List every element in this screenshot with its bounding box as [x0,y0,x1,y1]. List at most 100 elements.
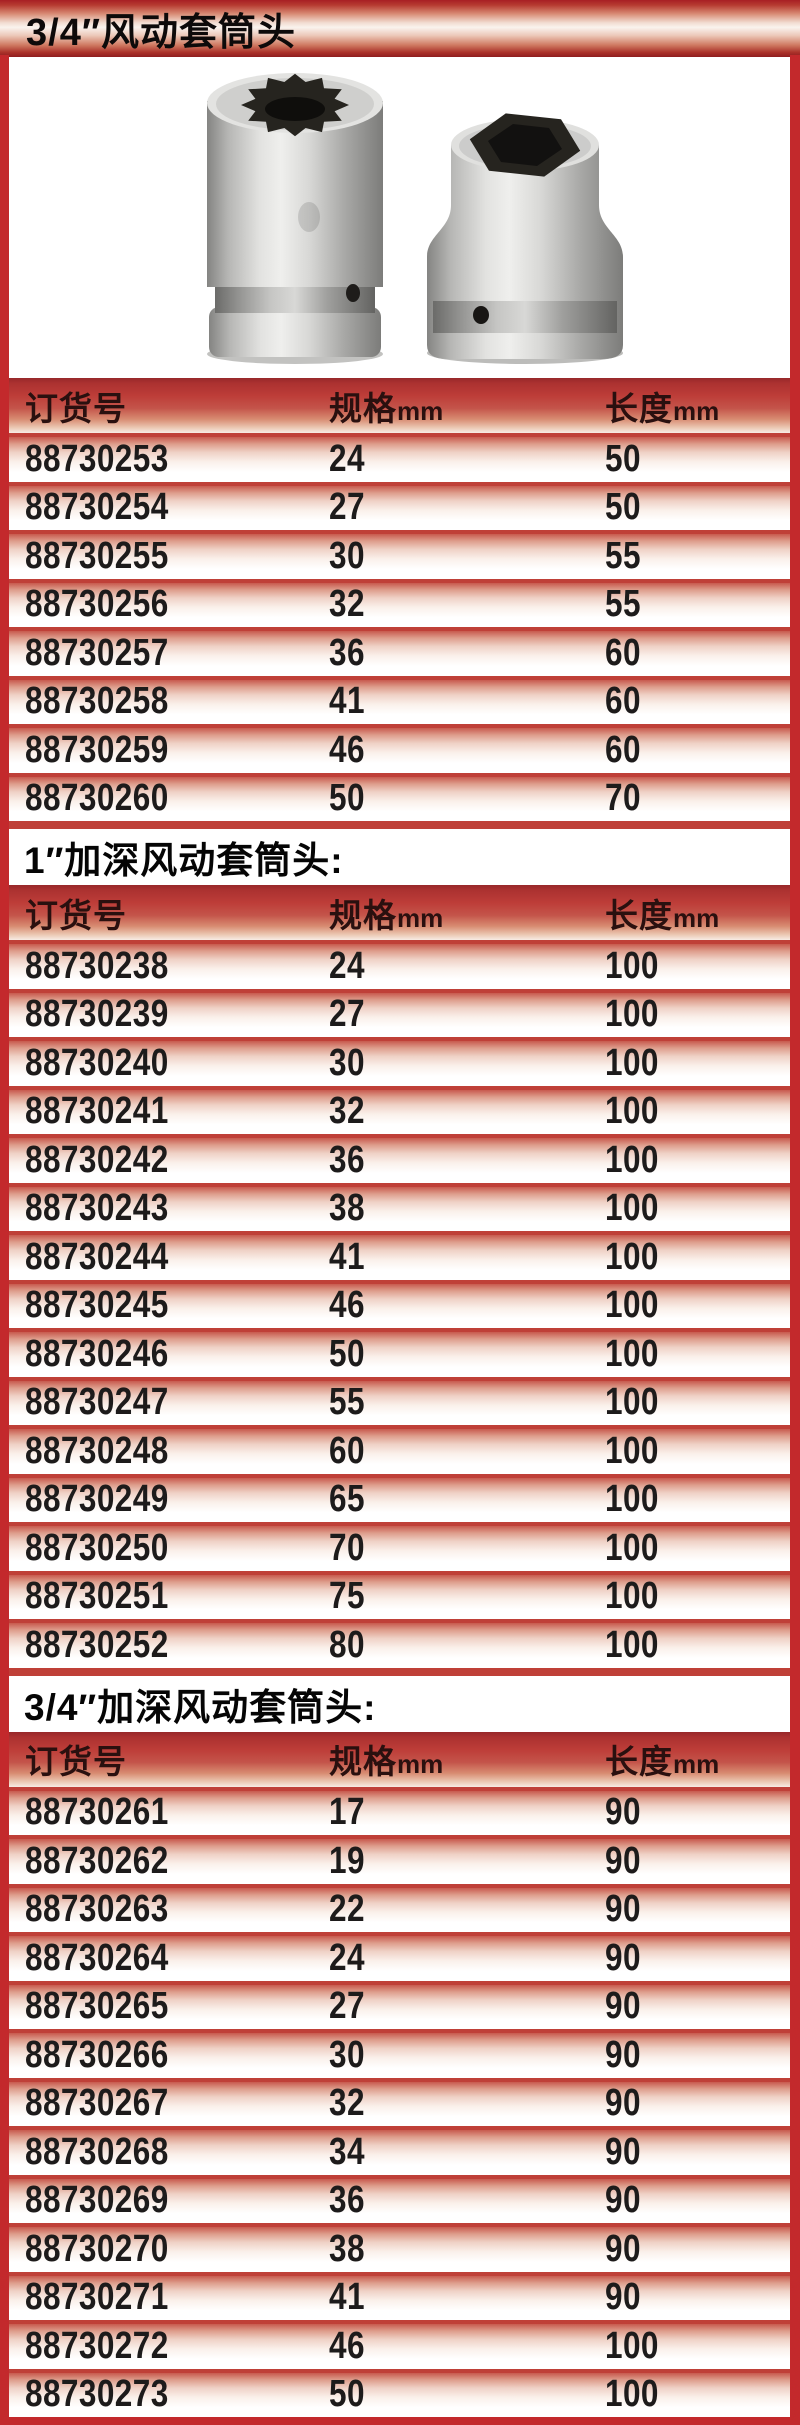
table-row: 88730270 38 90 [9,2223,790,2272]
length-mm-cell: 100 [605,1041,659,1084]
order-number-cell: 88730248 [25,1429,169,1472]
order-number-cell: 88730263 [25,1888,169,1931]
product-photo [207,73,623,364]
column-header-order-no: 订货号 [25,1743,127,1780]
table-row: 88730269 36 90 [9,2174,790,2223]
spec-mm-cell: 27 [329,486,365,529]
order-number-cell: 88730272 [25,2324,169,2367]
table-row: 88730261 17 90 [9,1786,790,1835]
order-number-cell: 88730269 [25,2179,169,2222]
column-header-spec: 规格mm [329,1743,444,1780]
spec-mm-cell: 75 [329,1575,365,1618]
table-row: 88730267 32 90 [9,2077,790,2126]
length-mm-cell: 100 [605,2324,659,2367]
page-title: 3/4″风动套筒头 [0,0,800,57]
length-mm-cell: 90 [605,2130,641,2173]
table-row: 88730244 41 100 [9,1231,790,1280]
table-row: 88730257 36 60 [9,627,790,676]
table-row: 88730260 50 70 [9,772,790,821]
column-header-length: 长度mm [605,896,720,934]
table-row: 88730239 27 100 [9,988,790,1037]
length-mm-cell: 100 [605,1235,659,1278]
length-mm-cell: 90 [605,1888,641,1931]
table-row: 88730265 27 90 [9,1980,790,2029]
order-number-cell: 88730271 [25,2276,169,2319]
spec-mm-cell: 22 [329,1888,365,1931]
length-mm-cell: 55 [605,583,641,626]
length-mm-cell: 90 [605,1791,641,1834]
spec-mm-cell: 32 [329,2082,365,2125]
spec-mm-cell: 36 [329,2179,365,2222]
spec-mm-cell: 24 [329,437,365,480]
order-number-cell: 88730270 [25,2227,169,2270]
table-row: 88730263 22 90 [9,1883,790,1932]
order-number-cell: 88730250 [25,1526,169,1569]
length-mm-cell: 50 [605,437,641,480]
left-socket [207,73,383,364]
length-mm-cell: 100 [605,1429,659,1472]
spec-mm-cell: 50 [329,1332,365,1375]
length-mm-cell: 100 [605,1575,659,1618]
spec-mm-cell: 36 [329,1138,365,1181]
table-row: 88730240 30 100 [9,1037,790,1086]
table-row: 88730238 24 100 [9,940,790,989]
length-mm-cell: 100 [605,1138,659,1181]
order-number-cell: 88730260 [25,777,169,820]
table1-header: 订货号 规格mm 长度mm [9,378,790,433]
table-row: 88730271 41 90 [9,2271,790,2320]
length-mm-cell: 100 [605,993,659,1036]
table-row: 88730256 32 55 [9,578,790,627]
column-header-order-no: 订货号 [25,896,127,934]
column-header-spec: 规格mm [329,896,444,934]
spec-mm-cell: 30 [329,534,365,577]
length-mm-cell: 100 [605,1284,659,1327]
table-row: 88730253 24 50 [9,433,790,482]
spec-mm-cell: 24 [329,944,365,987]
order-number-cell: 88730257 [25,631,169,674]
table-row: 88730258 41 60 [9,675,790,724]
order-number-cell: 88730251 [25,1575,169,1618]
order-number-cell: 88730239 [25,993,169,1036]
table2-header: 订货号 规格mm 长度mm [9,885,790,940]
order-number-cell: 88730264 [25,1936,169,1979]
order-number-cell: 88730243 [25,1187,169,1230]
order-number-cell: 88730258 [25,680,169,723]
length-mm-cell: 60 [605,680,641,723]
order-number-cell: 88730254 [25,486,169,529]
length-mm-cell: 100 [605,1332,659,1375]
order-number-cell: 88730259 [25,728,169,771]
length-mm-cell: 90 [605,2082,641,2125]
length-mm-cell: 100 [605,1187,659,1230]
order-number-cell: 88730246 [25,1332,169,1375]
spec-mm-cell: 32 [329,583,365,626]
length-mm-cell: 100 [605,944,659,987]
order-number-cell: 88730238 [25,944,169,987]
order-number-cell: 88730265 [25,1985,169,2028]
spec-mm-cell: 19 [329,1839,365,1882]
length-mm-cell: 100 [605,1623,659,1666]
spec-mm-cell: 41 [329,680,365,723]
length-mm-cell: 50 [605,486,641,529]
table-row: 88730242 36 100 [9,1134,790,1183]
order-number-cell: 88730253 [25,437,169,480]
table-row: 88730259 46 60 [9,724,790,773]
spec-mm-cell: 24 [329,1936,365,1979]
order-number-cell: 88730247 [25,1381,169,1424]
column-header-spec: 规格mm [329,389,444,427]
spec-mm-cell: 38 [329,2227,365,2270]
spec-mm-cell: 17 [329,1791,365,1834]
order-number-cell: 88730244 [25,1235,169,1278]
order-number-cell: 88730262 [25,1839,169,1882]
length-mm-cell: 90 [605,2227,641,2270]
order-number-cell: 88730252 [25,1623,169,1666]
table-row: 88730266 30 90 [9,2029,790,2078]
table-row: 88730245 46 100 [9,1279,790,1328]
table-row: 88730250 70 100 [9,1522,790,1571]
order-number-cell: 88730242 [25,1138,169,1181]
table-row: 88730264 24 90 [9,1932,790,1981]
column-header-length: 长度mm [605,389,720,427]
order-number-cell: 88730240 [25,1041,169,1084]
column-header-length: 长度mm [605,1743,720,1780]
table-row: 88730255 30 55 [9,530,790,579]
